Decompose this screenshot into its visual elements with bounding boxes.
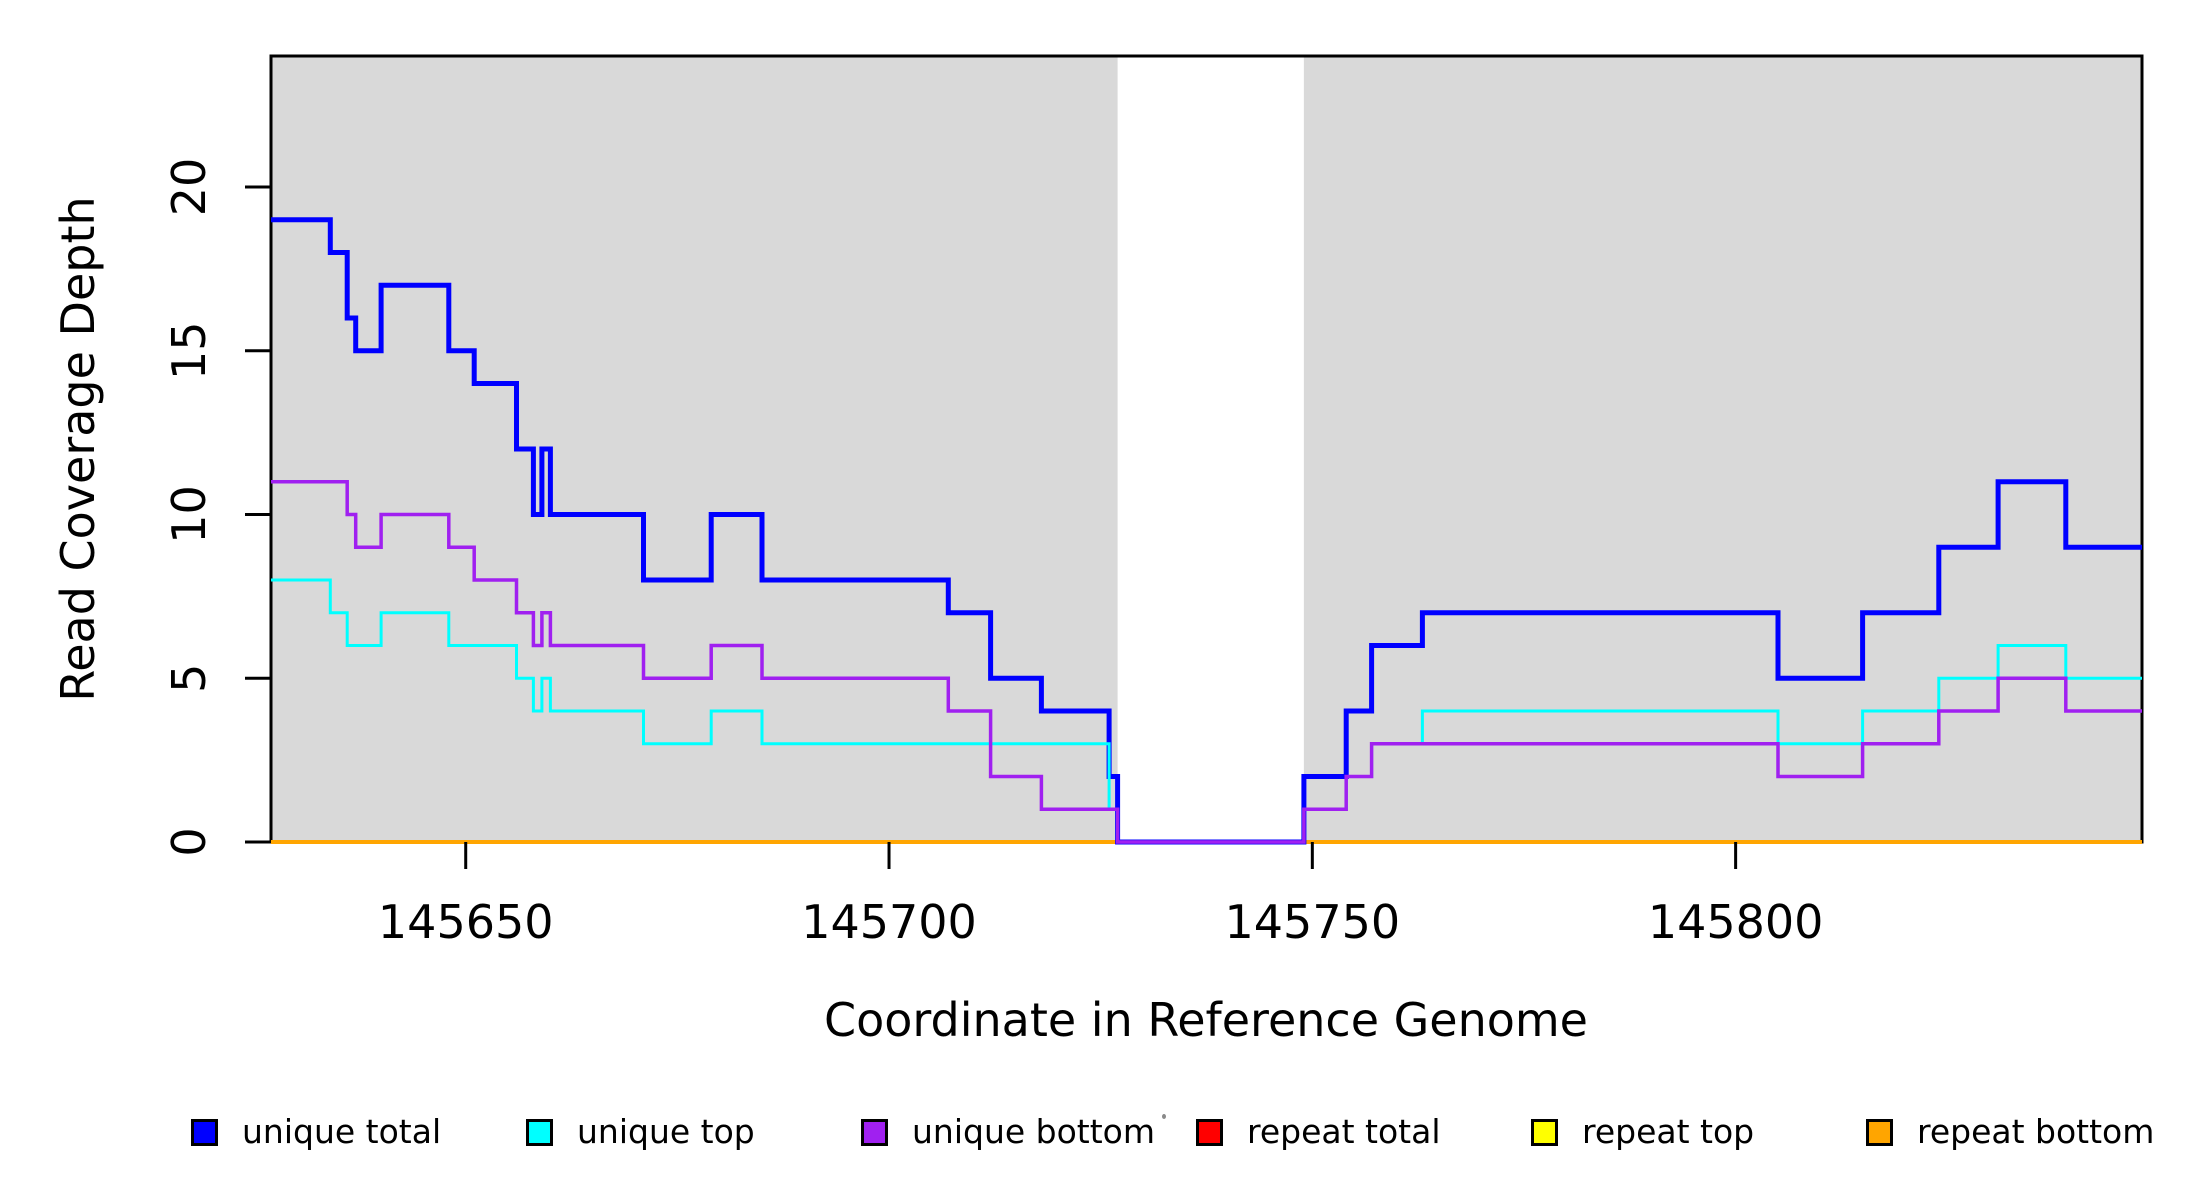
legend-label-repeat-total: repeat total [1247, 1112, 1441, 1151]
legend-swatch-unique-bottom [861, 1118, 888, 1146]
x-axis-title: Coordinate in Reference Genome [824, 993, 1588, 1047]
y-tick-label: 5 [162, 664, 216, 693]
y-tick-label: 0 [162, 827, 216, 856]
legend-swatch-unique-total [191, 1118, 218, 1146]
y-tick-label: 10 [162, 485, 216, 544]
legend-swatch-repeat-top [1531, 1118, 1558, 1146]
legend-swatch-repeat-total [1196, 1118, 1223, 1146]
series-unique-total [271, 217, 2142, 845]
y-axis-title: Read Coverage Depth [51, 196, 105, 702]
assembly-coverage-band [1303, 56, 2142, 842]
legend-swatch-unique-top [526, 1118, 553, 1146]
x-tick-label: 145750 [1225, 895, 1401, 949]
legend-label-unique-bottom: unique bottom [912, 1112, 1156, 1151]
legend-label-unique-top: unique top [577, 1112, 755, 1151]
stray-mark [1162, 1114, 1166, 1119]
x-tick-label: 145800 [1648, 895, 1824, 949]
legend-item-repeat-total: repeat total [1196, 1112, 1441, 1152]
y-tick-label: 15 [162, 321, 216, 380]
legend-item-unique-total: unique total [191, 1112, 441, 1152]
legend-swatch-repeat-bottom [1866, 1118, 1893, 1146]
x-tick-label: 145650 [378, 895, 554, 949]
legend-item-unique-bottom: unique bottom [861, 1112, 1155, 1152]
series-group [271, 217, 2142, 845]
legend-item-repeat-bottom: repeat bottom [1866, 1112, 2154, 1152]
legend-item-unique-top: unique top [526, 1112, 755, 1152]
legend-label-repeat-bottom: repeat bottom [1917, 1112, 2155, 1151]
legend-item-repeat-top: repeat top [1531, 1112, 1754, 1152]
x-tick-label: 145700 [801, 895, 977, 949]
series-unique-bottom [271, 480, 2142, 844]
y-tick-label: 20 [162, 158, 216, 217]
legend-label-unique-total: unique total [242, 1112, 442, 1151]
legend-label-repeat-top: repeat top [1582, 1112, 1755, 1151]
series-unique-top [271, 578, 2142, 844]
